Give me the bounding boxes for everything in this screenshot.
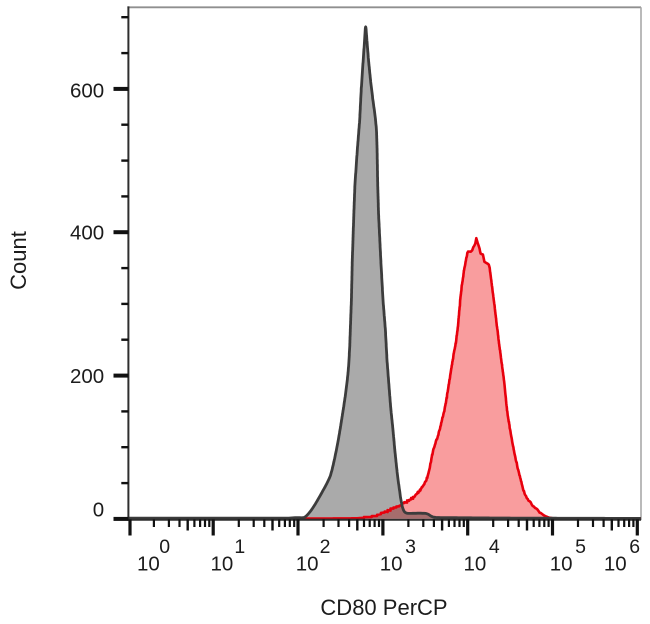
svg-text:10: 10 — [464, 553, 487, 576]
svg-text:600: 600 — [70, 80, 104, 103]
svg-text:CD80 PerCP: CD80 PerCP — [320, 595, 447, 620]
svg-text:200: 200 — [70, 365, 104, 388]
svg-text:5: 5 — [575, 536, 586, 558]
svg-text:400: 400 — [70, 222, 104, 245]
svg-text:10: 10 — [211, 553, 234, 576]
svg-text:10: 10 — [550, 553, 573, 576]
svg-text:Count: Count — [6, 231, 31, 290]
svg-text:6: 6 — [629, 536, 640, 558]
svg-text:3: 3 — [405, 536, 416, 558]
svg-text:1: 1 — [234, 536, 245, 558]
svg-text:10: 10 — [380, 553, 403, 576]
svg-text:0: 0 — [159, 536, 170, 558]
svg-text:10: 10 — [604, 553, 627, 576]
svg-text:10: 10 — [137, 553, 160, 576]
svg-text:10: 10 — [296, 553, 319, 576]
svg-text:4: 4 — [489, 536, 500, 558]
svg-text:2: 2 — [320, 536, 331, 558]
svg-text:0: 0 — [93, 498, 104, 521]
